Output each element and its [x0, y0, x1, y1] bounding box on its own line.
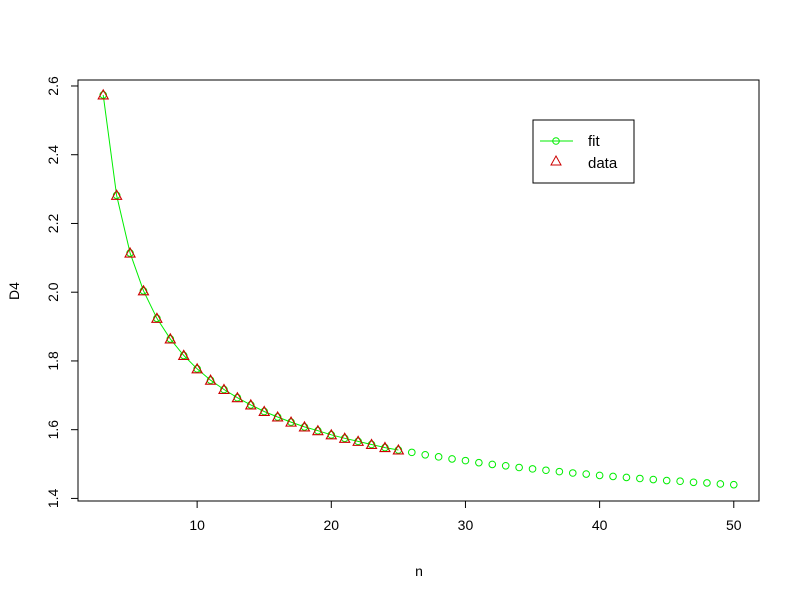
y-tick-label: 1.8: [45, 351, 61, 371]
x-tick-label: 50: [726, 517, 742, 533]
data-point: [110, 189, 123, 200]
data-point: [365, 438, 378, 450]
fit-point: [421, 450, 430, 459]
data-point: [124, 246, 136, 258]
fit-point: [662, 476, 671, 485]
data-point: [338, 432, 351, 443]
fit-point: [434, 453, 443, 461]
legend-fit-label: fit: [588, 133, 601, 150]
x-tick-label: 10: [189, 517, 205, 533]
y-axis: 1.4 1.6 1.8 2.0 2.2 2.4 2.6: [45, 76, 79, 508]
data-point: [352, 435, 365, 446]
data-point: [311, 424, 324, 436]
data-point: [271, 410, 284, 422]
fit-point: [622, 473, 631, 482]
fit-point: [582, 470, 591, 478]
legend-data-label: data: [588, 155, 618, 172]
fit-point: [703, 479, 711, 487]
fit-point: [555, 467, 564, 476]
fit-point: [689, 478, 698, 487]
fit-point: [501, 461, 510, 470]
x-axis: 10 20 30 40 50: [189, 500, 742, 533]
x-tick-label: 30: [458, 517, 474, 533]
fit-point: [448, 455, 456, 463]
fit-point: [461, 456, 470, 465]
series-layer: [97, 88, 738, 489]
legend-fit-marker: [552, 137, 560, 145]
fit-point: [595, 471, 604, 480]
fit-line: [102, 94, 399, 451]
data-point: [231, 391, 244, 403]
fit-point: [609, 472, 617, 481]
fit-point: [649, 475, 658, 484]
y-tick-label: 1.6: [45, 420, 61, 440]
fit-point: [407, 448, 416, 457]
y-tick-label: 2.0: [45, 282, 61, 302]
data-point: [298, 420, 311, 432]
data-point: [285, 415, 297, 427]
data-point: [244, 398, 257, 410]
fit-point: [542, 466, 550, 475]
fit-point: [636, 474, 644, 483]
data-point: [218, 383, 230, 395]
data-point: [150, 312, 163, 323]
fit-point: [515, 463, 523, 472]
y-tick-label: 1.4: [45, 488, 61, 508]
fit-point: [528, 465, 537, 473]
y-axis-label: D4: [6, 282, 22, 300]
data-point: [137, 284, 150, 296]
fit-point: [568, 469, 577, 477]
x-axis-label: n: [415, 563, 423, 579]
y-tick-label: 2.2: [45, 214, 61, 234]
data-point: [379, 441, 391, 453]
plot-frame: [77, 79, 760, 502]
legend: fit data: [532, 119, 635, 184]
data-point: [164, 332, 177, 344]
legend-data-marker: [550, 154, 562, 166]
data-point: [325, 428, 338, 440]
fit-point: [729, 480, 738, 489]
fit-point: [475, 458, 483, 467]
x-tick-label: 20: [324, 517, 340, 533]
data-point: [204, 374, 217, 385]
x-tick-label: 40: [592, 517, 608, 533]
data-point: [177, 349, 190, 360]
data-point: [191, 362, 204, 374]
y-tick-label: 2.6: [45, 76, 61, 96]
fit-point: [488, 460, 497, 469]
data-point: [392, 443, 405, 455]
data-point: [258, 405, 271, 417]
y-tick-label: 2.4: [45, 145, 61, 165]
fit-point: [716, 480, 725, 488]
fit-point: [676, 477, 684, 486]
legend-box: [532, 119, 635, 184]
data-point: [97, 88, 110, 100]
